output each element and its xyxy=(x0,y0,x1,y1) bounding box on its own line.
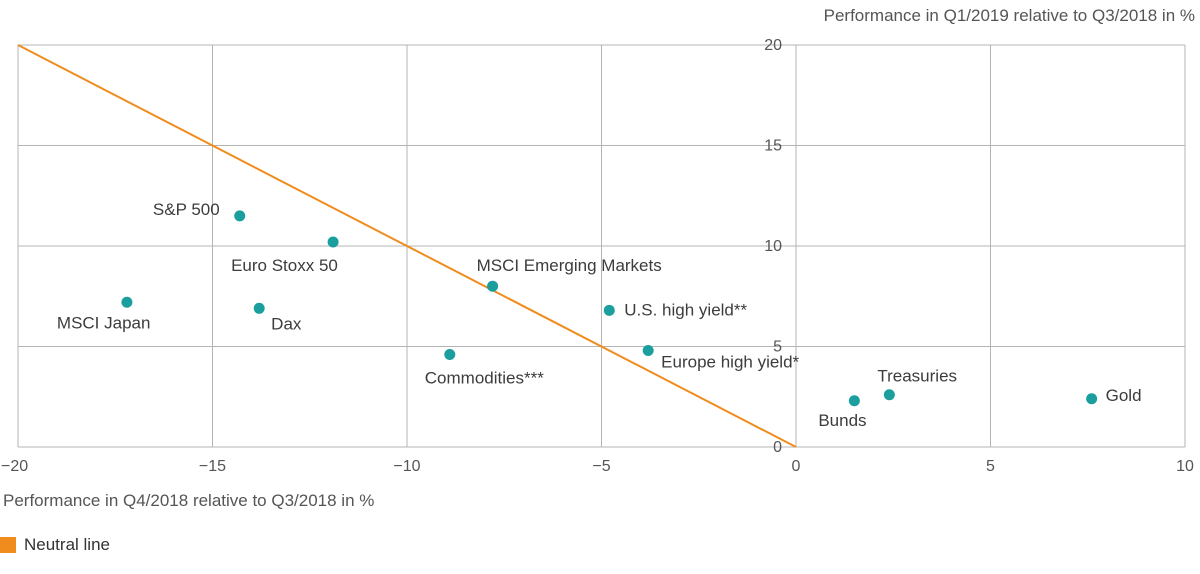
y-tick-label: 10 xyxy=(764,238,782,255)
y-axis-title: Performance in Q1/2019 relative to Q3/20… xyxy=(824,6,1195,25)
x-tick-label: 5 xyxy=(986,458,995,475)
data-point xyxy=(253,302,265,314)
data-point xyxy=(234,210,246,222)
scatter-chart: S&P 500 Euro Stoxx 50 MSCI Japan Dax MSCI Em… xyxy=(1,6,1195,510)
x-tick-label: 0 xyxy=(792,458,801,475)
neutral-line-layer xyxy=(17,44,797,448)
point-label: Euro Stoxx 50 xyxy=(231,256,338,275)
x-tick-label: −5 xyxy=(592,458,610,475)
y-tick-label: 0 xyxy=(773,439,782,456)
data-point xyxy=(327,236,339,248)
tick-labels-layer: 0 5 10 15 20 −20 −15 −10 −5 0 5 10 xyxy=(1,37,1194,475)
data-point xyxy=(603,304,615,316)
data-point xyxy=(121,296,133,308)
point-label: MSCI Emerging Markets xyxy=(477,256,662,275)
neutral-line xyxy=(17,44,797,448)
y-tick-label: 15 xyxy=(764,138,782,155)
x-tick-label: −15 xyxy=(199,458,226,475)
grid xyxy=(17,44,1186,448)
point-label: Commodities*** xyxy=(425,369,544,388)
x-tick-label: −10 xyxy=(393,458,420,475)
data-point xyxy=(642,345,654,357)
point-label: Bunds xyxy=(818,411,866,430)
point-label: Dax xyxy=(271,314,302,333)
point-label: U.S. high yield** xyxy=(624,300,747,319)
x-tick-label: 10 xyxy=(1176,458,1194,475)
data-point xyxy=(1086,393,1098,405)
legend-label-neutral-line: Neutral line xyxy=(24,535,110,554)
legend-swatch xyxy=(0,537,16,553)
legend: Neutral line xyxy=(0,535,110,555)
data-point xyxy=(487,280,499,292)
point-labels-layer: S&P 500 Euro Stoxx 50 MSCI Japan Dax MSCI Em… xyxy=(57,200,1142,430)
data-point xyxy=(883,389,895,401)
point-label: Treasuries xyxy=(877,367,957,386)
point-label: MSCI Japan xyxy=(57,313,151,332)
point-label: S&P 500 xyxy=(153,200,220,219)
x-tick-label: −20 xyxy=(1,458,28,475)
point-label: Gold xyxy=(1106,386,1142,405)
y-tick-label: 20 xyxy=(764,37,782,54)
point-label: Europe high yield* xyxy=(661,353,799,372)
x-axis-title: Performance in Q4/2018 relative to Q3/20… xyxy=(3,491,374,510)
points-layer xyxy=(121,210,1098,407)
y-tick-label: 5 xyxy=(773,339,782,356)
data-point xyxy=(848,395,860,407)
data-point xyxy=(444,349,456,361)
